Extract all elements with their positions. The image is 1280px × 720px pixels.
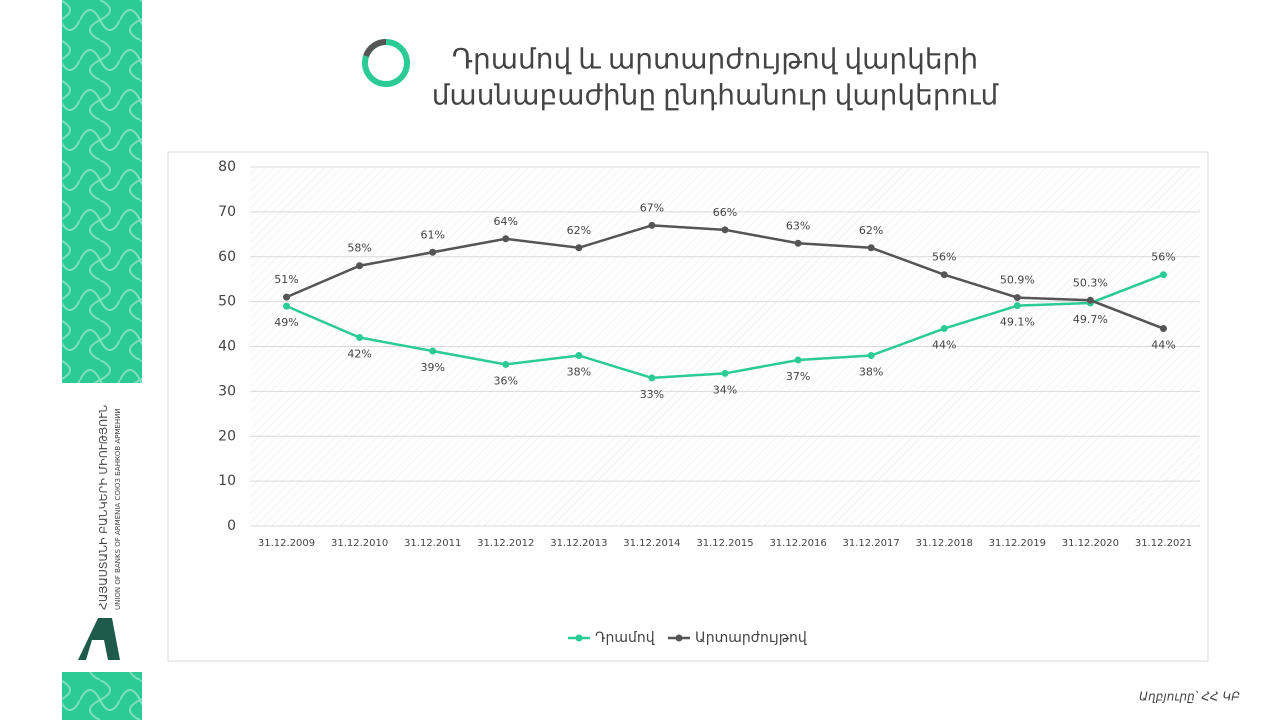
data-point <box>1159 325 1167 333</box>
data-label: 44% <box>1151 339 1175 352</box>
y-tick-label: 60 <box>218 249 236 265</box>
data-label: 50.9% <box>1000 274 1035 287</box>
data-label: 58% <box>347 242 371 255</box>
y-tick-label: 50 <box>218 294 236 310</box>
data-label: 44% <box>932 339 956 352</box>
data-point <box>721 226 729 234</box>
x-tick-label: 31.12.2013 <box>550 538 607 549</box>
y-tick-label: 80 <box>218 159 236 175</box>
title-icon <box>363 38 387 58</box>
data-label: 38% <box>859 365 883 378</box>
data-label: 33% <box>640 388 664 401</box>
legend-marker <box>575 634 583 642</box>
data-point <box>429 248 437 256</box>
legend-label: Դրամով <box>595 630 656 646</box>
data-point <box>648 221 656 229</box>
x-tick-label: 31.12.2018 <box>916 538 973 549</box>
x-tick-label: 31.12.2020 <box>1062 538 1119 549</box>
data-point <box>867 244 875 252</box>
data-label: 39% <box>420 361 444 374</box>
y-tick-label: 30 <box>218 383 236 399</box>
data-label: 34% <box>713 383 737 396</box>
data-label: 49% <box>274 316 298 329</box>
data-label: 64% <box>494 215 518 228</box>
x-tick-label: 31.12.2011 <box>404 538 461 549</box>
y-tick-label: 40 <box>218 339 236 355</box>
x-tick-label: 31.12.2019 <box>989 538 1046 549</box>
data-point <box>575 244 583 252</box>
data-point <box>794 356 802 364</box>
data-label: 51% <box>274 273 298 286</box>
data-label: 56% <box>932 251 956 264</box>
y-tick-label: 70 <box>218 204 236 220</box>
data-point <box>648 374 656 382</box>
data-label: 67% <box>640 201 664 214</box>
data-point <box>1013 302 1021 310</box>
chart-title: մասնաբաժինը ընդհանուր վարկերում <box>432 80 1000 111</box>
data-point <box>1086 296 1094 304</box>
data-label: 56% <box>1151 251 1175 264</box>
data-label: 42% <box>347 348 371 361</box>
x-tick-label: 31.12.2010 <box>331 538 388 549</box>
x-tick-label: 31.12.2014 <box>623 538 680 549</box>
chart-title: Դրամով և արտարժույթով վարկերի <box>452 44 978 75</box>
x-tick-label: 31.12.2016 <box>769 538 826 549</box>
data-label: 50.3% <box>1073 276 1108 289</box>
data-point <box>1159 271 1167 279</box>
data-label: 37% <box>786 370 810 383</box>
data-label: 62% <box>567 224 591 237</box>
data-point <box>356 262 364 270</box>
data-point <box>940 325 948 333</box>
data-label: 36% <box>494 374 518 387</box>
data-point <box>721 369 729 377</box>
data-label: 49.1% <box>1000 316 1035 329</box>
data-point <box>1013 294 1021 302</box>
data-point <box>283 302 291 310</box>
data-label: 62% <box>859 224 883 237</box>
y-tick-label: 10 <box>218 473 236 489</box>
data-point <box>940 271 948 279</box>
legend-marker <box>675 634 683 642</box>
sidebar-ornament <box>62 672 142 720</box>
data-point <box>283 293 291 301</box>
logo-mark <box>78 618 120 660</box>
x-tick-label: 31.12.2012 <box>477 538 534 549</box>
data-label: 63% <box>786 219 810 232</box>
data-point <box>502 235 510 243</box>
logo-name: ՀԱՅԱՍՏԱՆԻ ԲԱՆԿԵՐԻ ՄԻՈՒԹՅՈՒՆ <box>97 405 110 610</box>
data-label: 61% <box>420 228 444 241</box>
x-tick-label: 31.12.2017 <box>843 538 900 549</box>
data-label: 49.7% <box>1073 313 1108 326</box>
x-tick-label: 31.12.2009 <box>258 538 315 549</box>
x-tick-label: 31.12.2021 <box>1135 538 1192 549</box>
x-tick-label: 31.12.2015 <box>696 538 753 549</box>
legend-label: Արտարժույթով <box>695 630 808 646</box>
data-label: 66% <box>713 206 737 219</box>
data-point <box>429 347 437 355</box>
data-point <box>575 351 583 359</box>
y-tick-label: 0 <box>227 518 236 534</box>
data-point <box>502 360 510 368</box>
data-point <box>867 351 875 359</box>
data-point <box>794 239 802 247</box>
data-label: 38% <box>567 365 591 378</box>
source: Աղբյուրը՝ ՀՀ ԿԲ <box>1139 690 1240 704</box>
sidebar-ornament <box>62 0 142 383</box>
logo-subtitle: UNION OF BANKS OF ARMENIA СОЮЗ БАНКОВ АР… <box>114 408 122 610</box>
data-point <box>356 334 364 342</box>
y-tick-label: 20 <box>218 428 236 444</box>
